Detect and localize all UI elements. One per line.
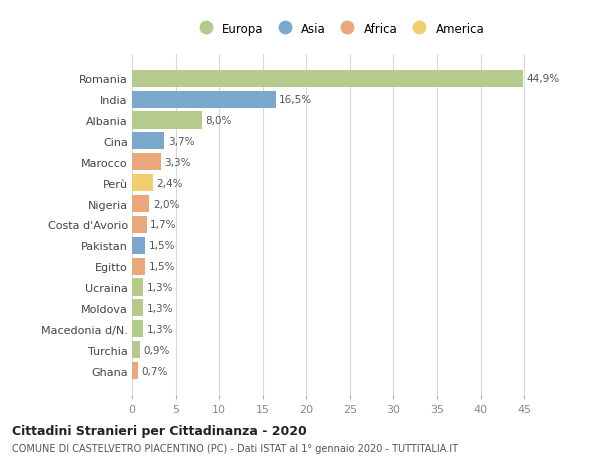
Text: 1,7%: 1,7% bbox=[151, 220, 177, 230]
Text: 44,9%: 44,9% bbox=[527, 74, 560, 84]
Text: 1,3%: 1,3% bbox=[147, 324, 173, 334]
Bar bbox=[132, 320, 143, 338]
Text: COMUNE DI CASTELVETRO PIACENTINO (PC) - Dati ISTAT al 1° gennaio 2020 - TUTTITAL: COMUNE DI CASTELVETRO PIACENTINO (PC) - … bbox=[12, 443, 458, 453]
Text: 3,7%: 3,7% bbox=[168, 137, 194, 146]
Bar bbox=[132, 300, 143, 317]
Bar bbox=[132, 71, 523, 88]
Bar bbox=[132, 362, 138, 379]
Text: 16,5%: 16,5% bbox=[279, 95, 313, 105]
Text: 1,5%: 1,5% bbox=[149, 241, 175, 251]
Text: 1,3%: 1,3% bbox=[147, 282, 173, 292]
Text: 0,9%: 0,9% bbox=[143, 345, 170, 355]
Bar bbox=[132, 258, 145, 275]
Bar bbox=[132, 112, 202, 129]
Text: Cittadini Stranieri per Cittadinanza - 2020: Cittadini Stranieri per Cittadinanza - 2… bbox=[12, 424, 307, 437]
Text: 3,3%: 3,3% bbox=[164, 157, 191, 168]
Bar bbox=[132, 91, 276, 108]
Text: 8,0%: 8,0% bbox=[205, 116, 232, 126]
Text: 2,0%: 2,0% bbox=[153, 199, 179, 209]
Bar bbox=[132, 154, 161, 171]
Bar bbox=[132, 237, 145, 254]
Bar bbox=[132, 196, 149, 213]
Bar bbox=[132, 133, 164, 150]
Bar bbox=[132, 175, 153, 192]
Bar bbox=[132, 341, 140, 358]
Bar bbox=[132, 216, 147, 234]
Text: 2,4%: 2,4% bbox=[157, 178, 183, 188]
Bar bbox=[132, 279, 143, 296]
Text: 1,5%: 1,5% bbox=[149, 262, 175, 272]
Text: 0,7%: 0,7% bbox=[142, 366, 168, 376]
Legend: Europa, Asia, Africa, America: Europa, Asia, Africa, America bbox=[191, 20, 487, 38]
Text: 1,3%: 1,3% bbox=[147, 303, 173, 313]
